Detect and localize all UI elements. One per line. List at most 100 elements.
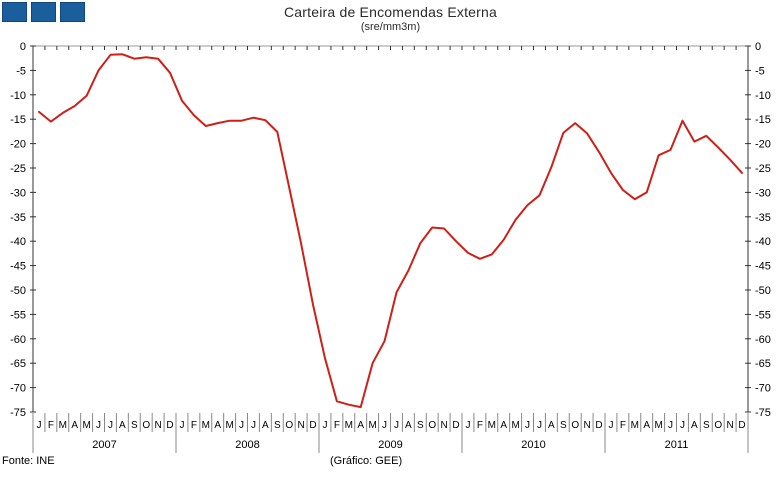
svg-text:A: A [643,420,650,431]
svg-text:0: 0 [20,41,26,53]
svg-text:-15: -15 [755,114,771,126]
svg-text:J: J [668,420,673,431]
svg-text:-60: -60 [755,334,771,346]
svg-text:-30: -30 [755,187,771,199]
svg-text:J: J [96,420,101,431]
svg-text:-75: -75 [755,407,771,419]
svg-text:N: N [584,420,591,431]
svg-text:S: S [274,420,281,431]
svg-text:-5: -5 [16,65,26,77]
svg-text:-40: -40 [755,236,771,248]
svg-text:-65: -65 [755,358,771,370]
svg-text:S: S [131,420,138,431]
svg-text:D: D [738,420,745,431]
svg-text:D: D [595,420,602,431]
svg-text:F: F [334,420,340,431]
svg-text:J: J [251,420,256,431]
svg-text:M: M [345,420,353,431]
svg-text:O: O [285,420,293,431]
svg-text:J: J [239,420,244,431]
svg-text:-45: -45 [755,261,771,273]
svg-text:A: A [71,420,78,431]
svg-text:2010: 2010 [521,439,545,451]
svg-text:S: S [560,420,567,431]
svg-text:-70: -70 [755,383,771,395]
svg-text:N: N [298,420,305,431]
logo-square-icon [31,2,56,22]
svg-text:-10: -10 [10,90,26,102]
svg-text:N: N [441,420,448,431]
svg-text:-55: -55 [10,309,26,321]
svg-text:A: A [500,420,507,431]
svg-text:-5: -5 [755,65,765,77]
svg-text:-45: -45 [10,261,26,273]
svg-text:A: A [548,420,555,431]
svg-text:J: J [608,420,613,431]
svg-text:A: A [214,420,221,431]
svg-text:M: M [202,420,210,431]
logo-square-icon [60,2,85,22]
svg-text:J: J [525,420,530,431]
svg-text:-50: -50 [755,285,771,297]
svg-text:J: J [108,420,113,431]
svg-text:S: S [417,420,424,431]
svg-text:F: F [191,420,197,431]
svg-text:O: O [714,420,722,431]
svg-text:M: M [631,420,639,431]
svg-text:M: M [225,420,233,431]
logo-square-icon [2,2,27,22]
svg-text:O: O [142,420,150,431]
svg-text:O: O [428,420,436,431]
svg-text:N: N [155,420,162,431]
svg-text:M: M [654,420,662,431]
svg-text:J: J [465,420,470,431]
svg-text:2008: 2008 [235,439,259,451]
svg-text:-55: -55 [755,309,771,321]
credit-label: (Gráfico: GEE) [330,455,403,467]
source-label: Fonte: INE [2,455,55,467]
svg-text:D: D [166,420,173,431]
gee-logo [2,2,85,22]
svg-text:-15: -15 [10,114,26,126]
chart-subtitle: (sre/mm3m) [360,21,421,33]
svg-text:-20: -20 [10,139,26,151]
svg-text:F: F [620,420,626,431]
svg-text:-35: -35 [755,212,771,224]
svg-text:N: N [727,420,734,431]
svg-text:-50: -50 [10,285,26,297]
svg-text:D: D [452,420,459,431]
svg-text:J: J [394,420,399,431]
svg-text:-25: -25 [755,163,771,175]
svg-text:M: M [368,420,376,431]
svg-text:J: J [382,420,387,431]
svg-text:0: 0 [755,41,761,53]
svg-text:J: J [36,420,41,431]
svg-text:-75: -75 [10,407,26,419]
svg-text:F: F [477,420,483,431]
svg-text:J: J [322,420,327,431]
svg-text:-20: -20 [755,139,771,151]
svg-text:A: A [357,420,364,431]
svg-text:J: J [680,420,685,431]
svg-text:M: M [59,420,67,431]
svg-text:M: M [82,420,90,431]
svg-text:-10: -10 [755,90,771,102]
svg-text:J: J [179,420,184,431]
svg-text:-30: -30 [10,187,26,199]
svg-text:-35: -35 [10,212,26,224]
svg-text:D: D [309,420,316,431]
svg-text:-65: -65 [10,358,26,370]
svg-text:A: A [405,420,412,431]
svg-text:M: M [488,420,496,431]
svg-text:2009: 2009 [378,439,402,451]
svg-text:-25: -25 [10,163,26,175]
svg-text:O: O [571,420,579,431]
chart-title: Carteira de Encomendas Externa [284,4,497,20]
svg-text:-40: -40 [10,236,26,248]
svg-text:J: J [537,420,542,431]
svg-text:A: A [691,420,698,431]
svg-text:M: M [511,420,519,431]
svg-text:A: A [262,420,269,431]
svg-text:-70: -70 [10,383,26,395]
